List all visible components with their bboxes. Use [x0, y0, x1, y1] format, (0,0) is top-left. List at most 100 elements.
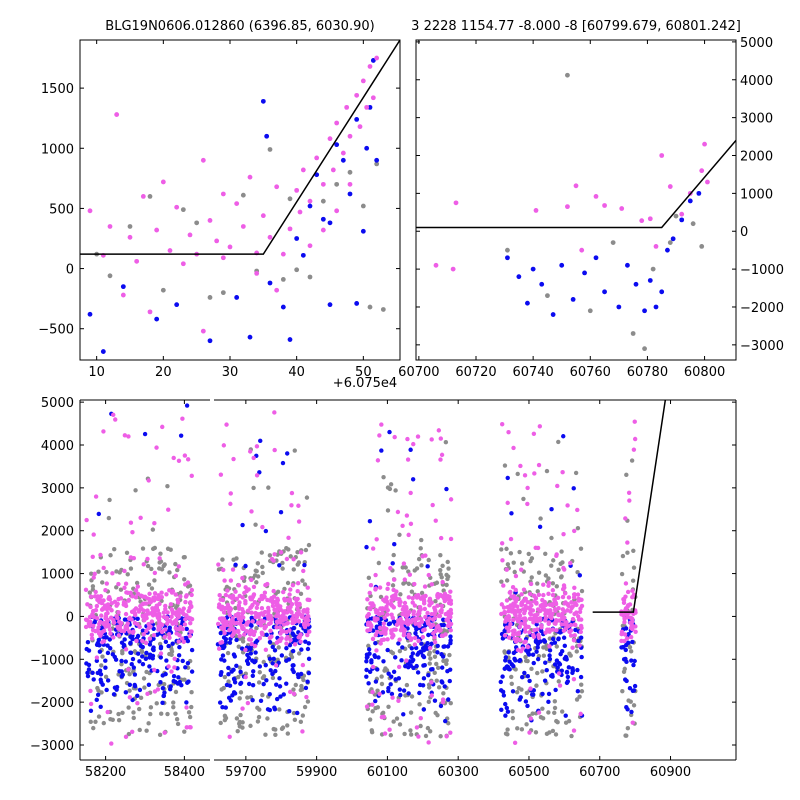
blue-point	[538, 639, 543, 644]
blue-point	[263, 662, 268, 668]
pink-point	[357, 124, 363, 130]
pink-point	[379, 422, 384, 427]
pink-point	[429, 680, 434, 685]
pink-point	[572, 611, 577, 617]
gray-point	[504, 578, 510, 583]
pink-point	[252, 599, 258, 605]
blue-point	[243, 563, 248, 569]
blue-point	[226, 665, 231, 671]
gray-point	[579, 689, 585, 694]
pink-point	[527, 591, 533, 597]
pink-point	[330, 167, 336, 173]
pink-point	[619, 638, 624, 644]
pink-point	[625, 589, 631, 595]
gray-point	[167, 570, 172, 575]
gray-point	[116, 718, 122, 723]
blue-point	[247, 334, 253, 340]
gray-point	[134, 580, 140, 586]
blue-point	[388, 682, 393, 687]
pink-point	[91, 623, 96, 629]
blue-point	[277, 563, 282, 568]
gray-point	[549, 563, 554, 568]
blue-point	[280, 460, 286, 466]
blue-point	[552, 640, 558, 645]
pink-point	[237, 633, 242, 639]
pink-point	[116, 610, 121, 615]
blue-point	[413, 631, 418, 636]
gray-point	[158, 551, 163, 556]
pink-point	[220, 191, 226, 197]
pink-point	[176, 614, 181, 620]
gray-point	[347, 169, 353, 175]
blue-point	[417, 682, 423, 688]
pink-point	[273, 614, 279, 619]
gray-point	[287, 196, 293, 202]
blue-point	[370, 58, 376, 63]
gray-point	[419, 537, 424, 543]
gray-point	[517, 549, 522, 555]
blue-point	[170, 641, 175, 646]
pink-point	[420, 554, 425, 559]
gray-point	[619, 571, 625, 577]
blue-point	[290, 648, 296, 654]
blue-point	[277, 676, 282, 681]
pink-point	[439, 633, 445, 639]
pink-point	[289, 503, 294, 508]
pink-point	[573, 622, 578, 628]
y-tick-label: 500	[49, 202, 74, 217]
pink-point	[540, 597, 545, 603]
pink-point	[508, 536, 514, 542]
blue-point	[401, 688, 407, 693]
pink-point	[502, 609, 507, 615]
pink-point	[230, 567, 236, 572]
pink-point	[533, 208, 539, 213]
pink-point	[536, 462, 542, 468]
pink-point	[168, 602, 174, 607]
pink-point	[623, 608, 628, 613]
pink-point	[182, 622, 188, 627]
pink-point	[180, 416, 185, 421]
pink-point	[98, 594, 104, 599]
blue-point	[150, 653, 156, 659]
blue-point	[284, 681, 289, 686]
gray-point	[505, 247, 510, 253]
blue-point	[373, 640, 378, 646]
pink-point	[258, 623, 264, 628]
x-tick-label: 50	[355, 365, 372, 380]
blue-point	[420, 653, 426, 658]
pink-point	[229, 633, 235, 639]
pink-point	[528, 600, 533, 605]
blue-point	[222, 644, 227, 649]
gray-point	[128, 566, 134, 571]
blue-point	[647, 278, 653, 283]
gray-point	[194, 220, 200, 226]
pink-point	[446, 610, 451, 615]
gray-point	[245, 695, 250, 700]
blue-point	[217, 700, 223, 705]
gray-point	[379, 681, 385, 687]
blue-point	[432, 698, 438, 703]
gray-point	[237, 665, 243, 670]
gray-point	[628, 649, 634, 654]
gray-point	[382, 668, 387, 673]
pink-point	[215, 621, 221, 627]
pink-point	[525, 485, 530, 491]
pink-point	[284, 556, 290, 562]
pink-point	[437, 613, 443, 619]
right-panel-title: 3 2228 1154.77 -8.000 -8 [60799.679, 608…	[411, 19, 741, 34]
pink-point	[535, 545, 541, 551]
pink-point	[274, 640, 280, 645]
pink-point	[377, 691, 382, 697]
gray-point	[545, 293, 550, 299]
gray-point	[100, 654, 105, 659]
pink-point	[116, 596, 121, 602]
pink-point	[187, 633, 193, 639]
blue-point	[112, 654, 117, 660]
blue-point	[123, 659, 128, 664]
gray-point	[433, 710, 438, 716]
gray-point	[587, 308, 593, 314]
pink-point	[172, 656, 177, 662]
gray-point	[306, 542, 312, 548]
pink-point	[385, 607, 390, 613]
pink-point	[505, 604, 510, 610]
